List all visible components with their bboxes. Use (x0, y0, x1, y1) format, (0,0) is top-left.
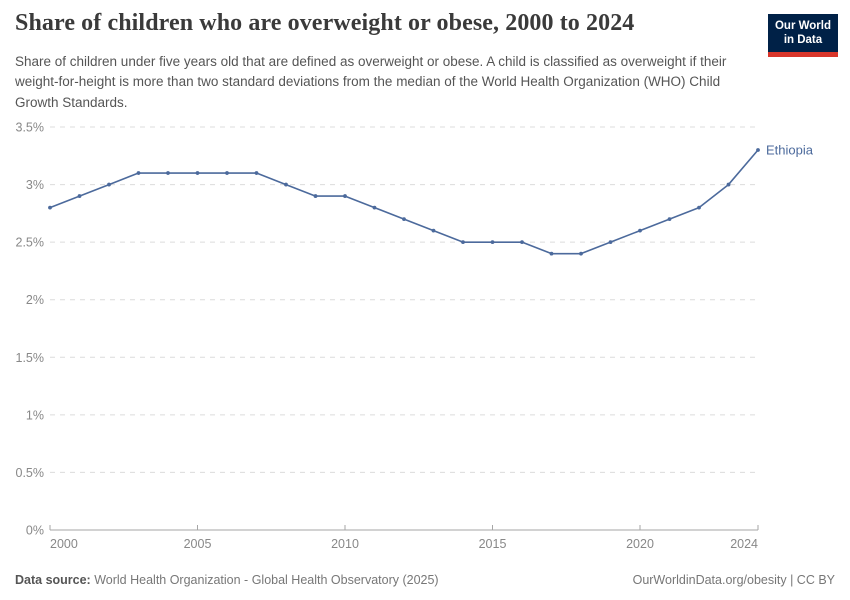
chart-subtitle: Share of children under five years old t… (15, 54, 727, 110)
data-point (372, 205, 377, 210)
data-point (579, 251, 583, 256)
data-point (667, 217, 672, 222)
page-title: Share of children who are overweight or … (15, 10, 635, 36)
data-point (638, 228, 642, 233)
owid-logo[interactable]: Our World in Data (767, 14, 838, 57)
data-source: Data source: World Health Organization -… (15, 573, 439, 587)
y-tick-label: 0.5% (16, 466, 45, 480)
owid-logo-line1: Our World (774, 20, 831, 32)
data-point (431, 228, 436, 233)
y-tick-label: 3% (26, 178, 44, 192)
data-point (48, 205, 52, 210)
data-point (608, 240, 613, 245)
data-source-text: World Health Organization - Global Healt… (94, 573, 439, 587)
y-tick-label: 2% (26, 293, 44, 307)
data-point (313, 194, 318, 198)
data-point (107, 182, 111, 187)
data-point (726, 182, 731, 187)
line-chart[interactable]: 0% 0.5% 1% 1.5% 2% 2.5% 3% 3.5% 2000 2005 2010 2015… (0, 115, 850, 565)
owid-logo-line2: in Data (783, 34, 823, 47)
data-point (284, 182, 288, 187)
data-point (756, 148, 760, 152)
y-tick-label: 3.5% (16, 121, 45, 135)
y-tick-label: 0% (26, 524, 44, 538)
data-point (254, 171, 259, 175)
data-point (549, 251, 554, 256)
x-tick-label: 2015 (479, 537, 507, 551)
data-point (343, 194, 347, 198)
data-point (402, 217, 406, 222)
data-point (195, 171, 200, 175)
data-point (490, 240, 495, 245)
attribution-link[interactable]: OurWorldinData.org/obesity | CC BY (632, 573, 835, 587)
data-point (520, 240, 524, 245)
y-tick-label: 1.5% (16, 351, 45, 365)
x-tick-label: 2010 (331, 537, 359, 551)
data-point (225, 171, 229, 175)
x-tick-label: 2000 (50, 537, 78, 551)
data-point (697, 205, 701, 210)
chart-footer: Data source: World Health Organization -… (15, 573, 835, 587)
x-tick-label: 2020 (626, 537, 654, 551)
data-point (77, 194, 82, 198)
data-point (166, 171, 170, 175)
data-point (461, 240, 465, 245)
x-tick-label: 2005 (184, 537, 212, 551)
data-source-label: Data source: (15, 573, 91, 587)
y-tick-label: 2.5% (16, 236, 45, 250)
data-line (49, 149, 759, 255)
y-tick-label: 1% (26, 408, 44, 422)
data-point (136, 171, 141, 175)
x-tick-label: 2024 (730, 537, 758, 551)
entity-label[interactable]: Ethiopia (766, 143, 814, 158)
